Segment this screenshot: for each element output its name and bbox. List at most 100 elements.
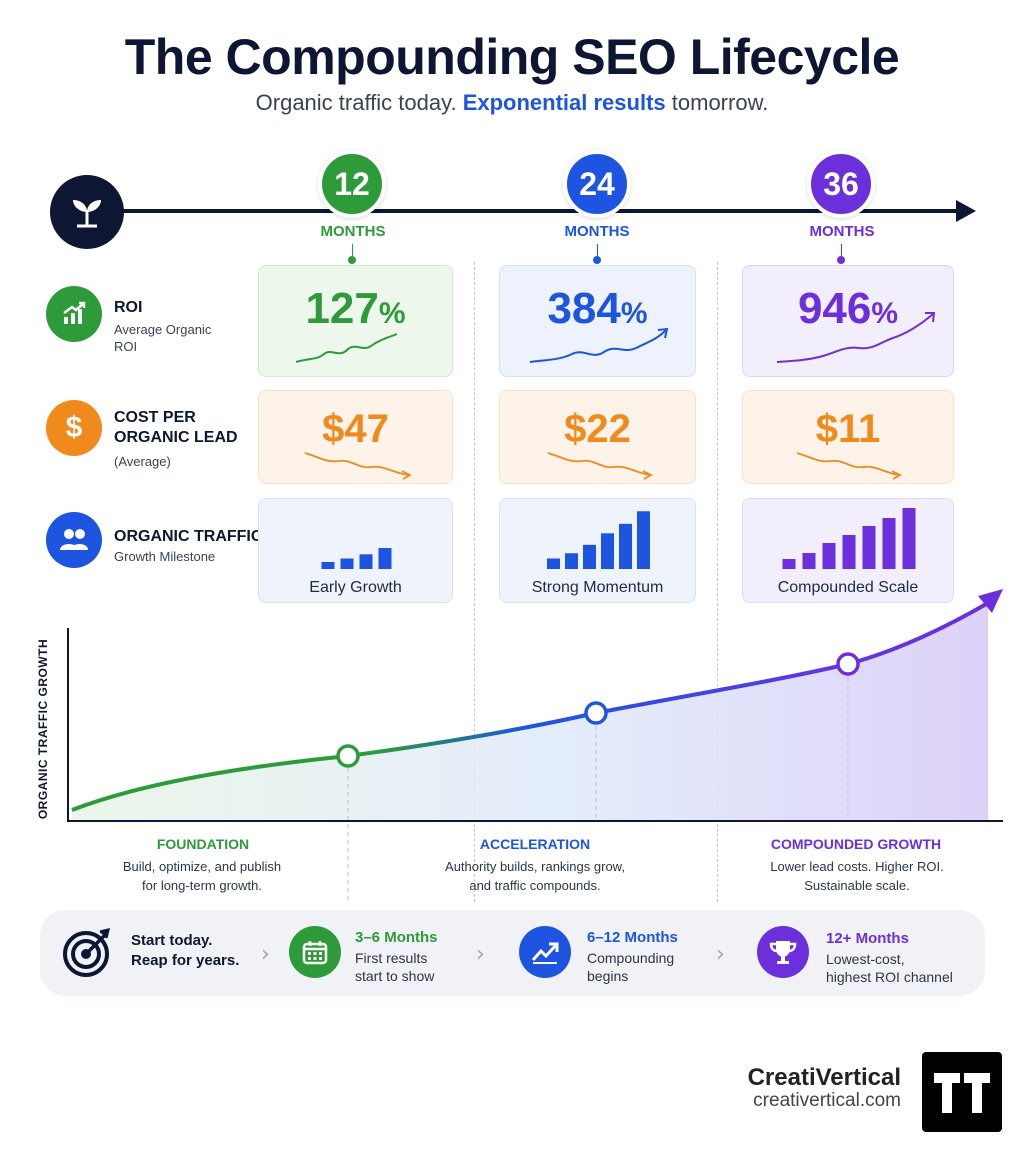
growth-node-12 [336, 744, 360, 768]
phase-compounded-desc-1: Lower lead costs. Higher ROI. [770, 859, 944, 874]
traffic-caption-24: Strong Momentum [531, 579, 664, 596]
target-icon [62, 926, 114, 983]
traffic-bar-1 [547, 558, 560, 569]
traffic-bar-4 [378, 548, 392, 569]
phase-foundation-desc-2: for long-term growth. [142, 878, 262, 893]
traffic-card-36: Compounded Scale [742, 498, 954, 603]
step-1-title: 3–6 Months [355, 929, 438, 946]
page-subtitle: Organic traffic today. Exponential resul… [0, 90, 1024, 116]
growth-node-24 [584, 701, 608, 725]
traffic-bar-5 [862, 526, 876, 569]
roi-sparkline-12 [295, 333, 398, 363]
cost-trend-12 [304, 452, 412, 480]
traffic-caption-12: Early Growth [309, 579, 402, 596]
traffic-bar-3 [822, 543, 836, 569]
traffic-bar-4 [601, 533, 614, 569]
start-line-2: Reap for years. [131, 952, 240, 969]
traffic-bar-5 [619, 523, 632, 569]
step-3-title: 12+ Months [826, 930, 909, 947]
milestone-24-tick [597, 244, 598, 256]
step-2-desc-2: begins [587, 968, 629, 984]
step-3-desc-1: Lowest-cost, [826, 951, 905, 967]
traffic-card-24: Strong Momentum [499, 498, 696, 603]
sprout-icon [50, 175, 124, 249]
traffic-bar-3 [359, 554, 373, 569]
phase-compounded-desc-2: Sustainable scale. [804, 878, 910, 893]
traffic-bars-12 [321, 548, 392, 569]
milestone-36-tick [841, 244, 842, 256]
start-line-1: Start today. [131, 932, 213, 949]
chevron-right-icon: › [476, 942, 485, 967]
traffic-bars-36 [782, 508, 916, 569]
roi-sparkline-36 [776, 312, 936, 363]
chevron-right-icon: › [716, 942, 725, 967]
step-1-desc-2: start to show [355, 968, 435, 984]
roi-value-24: 384% [547, 284, 648, 333]
growth-node-36 [836, 652, 860, 676]
dollar-icon: $ [46, 400, 102, 456]
column-divider-2 [717, 262, 718, 902]
cost-trend-24 [547, 452, 653, 480]
cost-value-24: $22 [564, 407, 631, 451]
roi-card-24: 384% [499, 265, 696, 377]
milestone-12-unit: MONTHS [320, 223, 386, 240]
roi-row-sub-1: Average Organic [114, 322, 212, 337]
chart-up-icon [46, 286, 102, 342]
roi-value-12: 127% [305, 284, 406, 333]
traffic-bar-1 [782, 559, 796, 569]
brand-logo [922, 1052, 1002, 1132]
roi-sparkline-24 [529, 327, 669, 363]
calendar-icon [289, 926, 341, 978]
step-3-desc-2: highest ROI channel [826, 969, 953, 985]
milestone-36-unit: MONTHS [809, 223, 875, 240]
subtitle-lead: Organic traffic today. [255, 90, 463, 115]
start-text: Start today. Reap for years. [131, 931, 239, 971]
milestone-24-dot [593, 256, 601, 264]
page-title: The Compounding SEO Lifecycle [124, 29, 900, 85]
traffic-card-12: Early Growth [258, 498, 453, 603]
traffic-bar-6 [882, 518, 896, 569]
traffic-row-title: ORGANIC TRAFFIC [114, 528, 263, 545]
traffic-bars-24 [547, 511, 650, 569]
growth-arrowhead [978, 589, 1003, 613]
column-divider-1 [474, 262, 475, 902]
traffic-bar-6 [637, 511, 650, 569]
step-2-desc-1: Compounding [587, 950, 675, 966]
traffic-bar-7 [902, 508, 916, 569]
milestone-24-unit: MONTHS [564, 223, 630, 240]
milestone-24: 24 [563, 150, 631, 218]
cost-row-sub: (Average) [114, 454, 171, 469]
milestone-36-dot [837, 256, 845, 264]
subtitle-highlight: Exponential results [462, 90, 666, 115]
dollar-glyph: $ [65, 411, 83, 444]
phase-acceleration-desc-2: and traffic compounds. [469, 878, 601, 893]
cost-row-title-2: ORGANIC LEAD [114, 429, 238, 446]
milestone-12: 12 [318, 150, 386, 218]
traffic-bar-2 [340, 558, 354, 569]
cost-value-12: $47 [322, 407, 389, 451]
cost-value-36: $11 [815, 407, 881, 451]
timeline-arrowhead [956, 200, 976, 222]
cost-row-title-1: COST PER [114, 409, 196, 426]
brand-name: CreatiVertical [747, 1064, 901, 1091]
subtitle-tail: tomorrow. [665, 90, 769, 115]
traffic-bar-4 [842, 535, 856, 569]
phase-compounded-title: COMPOUNDED GROWTH [770, 836, 942, 852]
cost-card-12: $47 [258, 390, 453, 484]
steps-bar [40, 910, 985, 996]
traffic-caption-36: Compounded Scale [777, 579, 919, 596]
brand-url: creativertical.com [753, 1090, 901, 1111]
phase-acceleration-title: ACCELERATION [479, 836, 591, 852]
phase-foundation-title: FOUNDATION [156, 836, 250, 852]
users-icon [46, 512, 102, 568]
chart-x-axis [67, 820, 1003, 822]
timeline-line [90, 209, 960, 213]
traffic-bar-2 [802, 553, 816, 569]
trophy-icon [757, 926, 809, 978]
cost-card-36: $11 [742, 390, 954, 484]
roi-card-12: 127% [258, 265, 453, 377]
traffic-bar-3 [583, 544, 596, 569]
trend-up-icon [519, 926, 571, 978]
cost-card-24: $22 [499, 390, 696, 484]
